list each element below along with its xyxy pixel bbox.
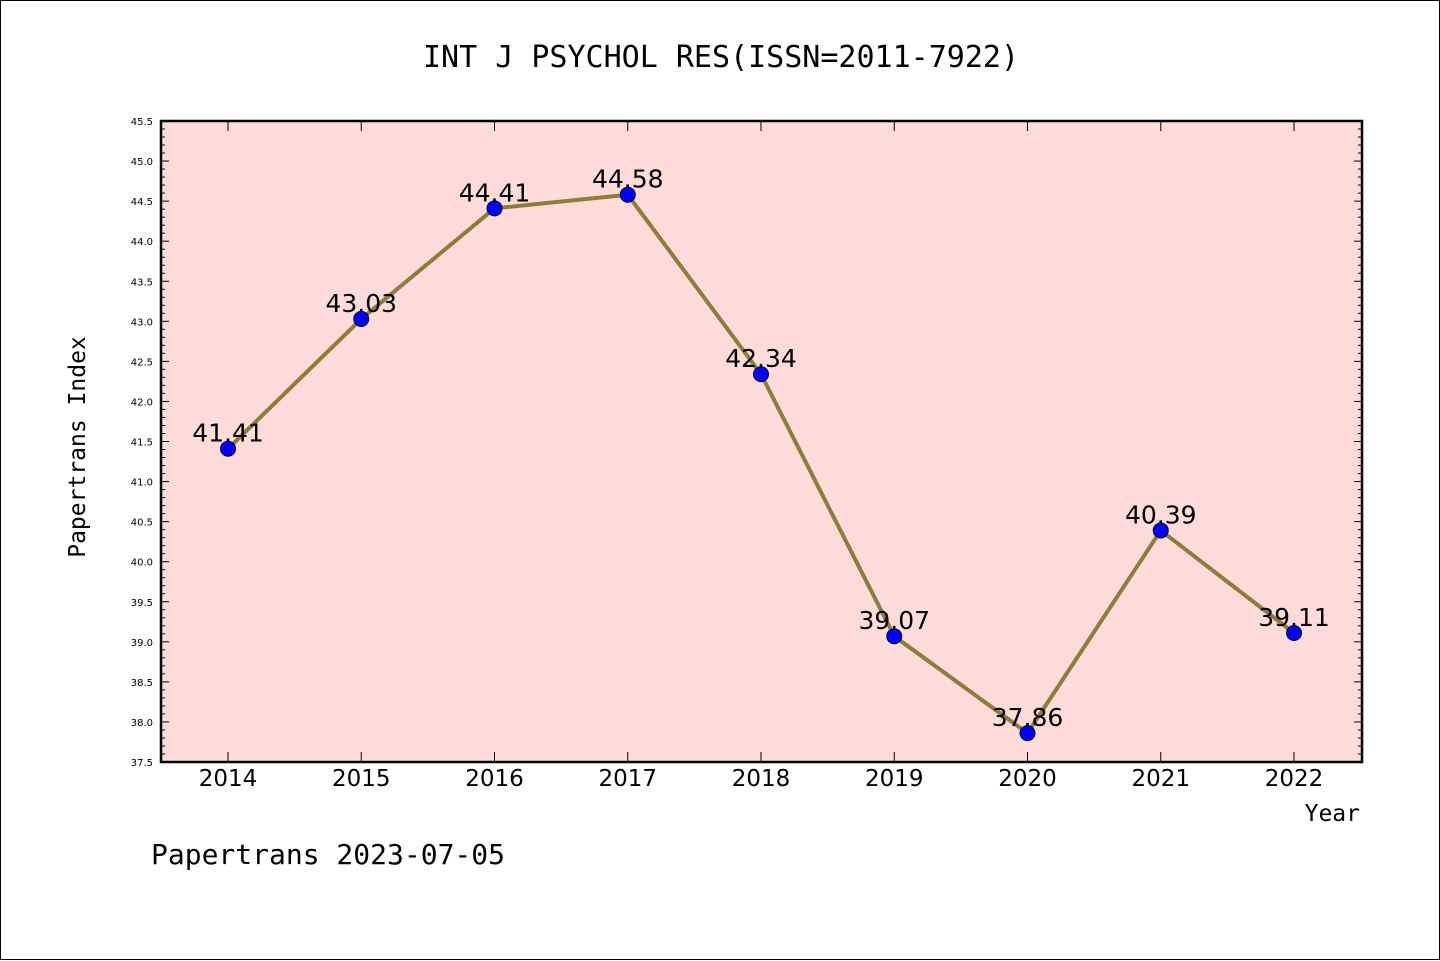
data-point-label: 44.58 xyxy=(592,165,664,194)
y-tick-label: 42.0 xyxy=(131,397,153,408)
y-tick-label: 44.0 xyxy=(131,237,153,248)
data-point-marker xyxy=(1286,624,1302,641)
x-tick-label: 2022 xyxy=(1265,766,1324,792)
y-tick-label: 41.0 xyxy=(131,478,153,489)
x-tick-label: 2016 xyxy=(465,766,524,792)
data-point-label: 39.07 xyxy=(858,606,930,635)
x-tick-label: 2020 xyxy=(998,766,1057,792)
y-tick-label: 38.0 xyxy=(131,718,153,729)
y-tick-label: 40.0 xyxy=(131,558,153,569)
data-point-marker xyxy=(353,310,370,327)
data-point-marker xyxy=(1019,725,1036,742)
data-point-label: 43.03 xyxy=(325,289,397,318)
data-point-marker xyxy=(486,200,503,217)
axis-ticks xyxy=(161,120,1362,763)
data-point-label: 41.41 xyxy=(192,419,264,448)
data-point-label: 39.11 xyxy=(1258,603,1330,632)
data-point-label: 44.41 xyxy=(459,178,531,207)
data-labels: 41.41 43.03 44.41 44.58 42.34 39.07 37.86 40.39… xyxy=(192,165,1330,732)
data-point-marker xyxy=(886,628,903,645)
x-tick-label: 2015 xyxy=(332,766,391,792)
y-tick-label: 42.5 xyxy=(131,357,153,368)
y-tick-label: 45.5 xyxy=(131,117,153,128)
y-tick-label: 39.0 xyxy=(131,638,153,649)
x-tick-label: 2017 xyxy=(598,766,657,792)
y-tick-label: 39.5 xyxy=(131,598,153,609)
y-axis-label: Papertrans Index xyxy=(65,336,91,558)
x-tick-label: 2019 xyxy=(865,766,924,792)
x-tick-label: 2014 xyxy=(199,766,258,792)
plot-area xyxy=(159,119,1364,764)
y-tick-label: 41.5 xyxy=(131,438,153,449)
data-point-label: 40.39 xyxy=(1125,500,1197,529)
y-tick-label: 43.5 xyxy=(131,277,153,288)
y-tick-label: 38.5 xyxy=(131,678,153,689)
series-markers xyxy=(220,186,1302,742)
data-point-marker xyxy=(619,186,636,203)
footer-text: Papertrans 2023-07-05 xyxy=(151,838,505,871)
data-point-marker xyxy=(1152,522,1169,539)
data-point-marker xyxy=(220,440,236,457)
data-point-marker xyxy=(753,366,769,383)
x-tick-label: 2021 xyxy=(1131,766,1190,792)
x-tick-labels: 2014 2015 2016 2017 2018 2019 2020 2021 2022 xyxy=(199,766,1324,792)
x-axis-label: Year xyxy=(1305,801,1360,827)
y-tick-labels: 37.5 38.0 38.5 39.0 39.5 40.0 40.5 41.0 41.5 42.0… xyxy=(131,117,153,769)
y-tick-label: 37.5 xyxy=(131,758,153,769)
y-tick-label: 44.5 xyxy=(131,197,153,208)
chart-title: INT J PSYCHOL RES(ISSN=2011-7922) xyxy=(423,40,1019,75)
y-tick-label: 40.5 xyxy=(131,518,153,529)
data-point-label: 37.86 xyxy=(992,703,1064,732)
data-point-label: 42.34 xyxy=(725,344,797,373)
y-tick-label: 45.0 xyxy=(131,157,153,168)
x-tick-label: 2018 xyxy=(732,766,791,792)
y-tick-label: 43.0 xyxy=(131,317,153,328)
